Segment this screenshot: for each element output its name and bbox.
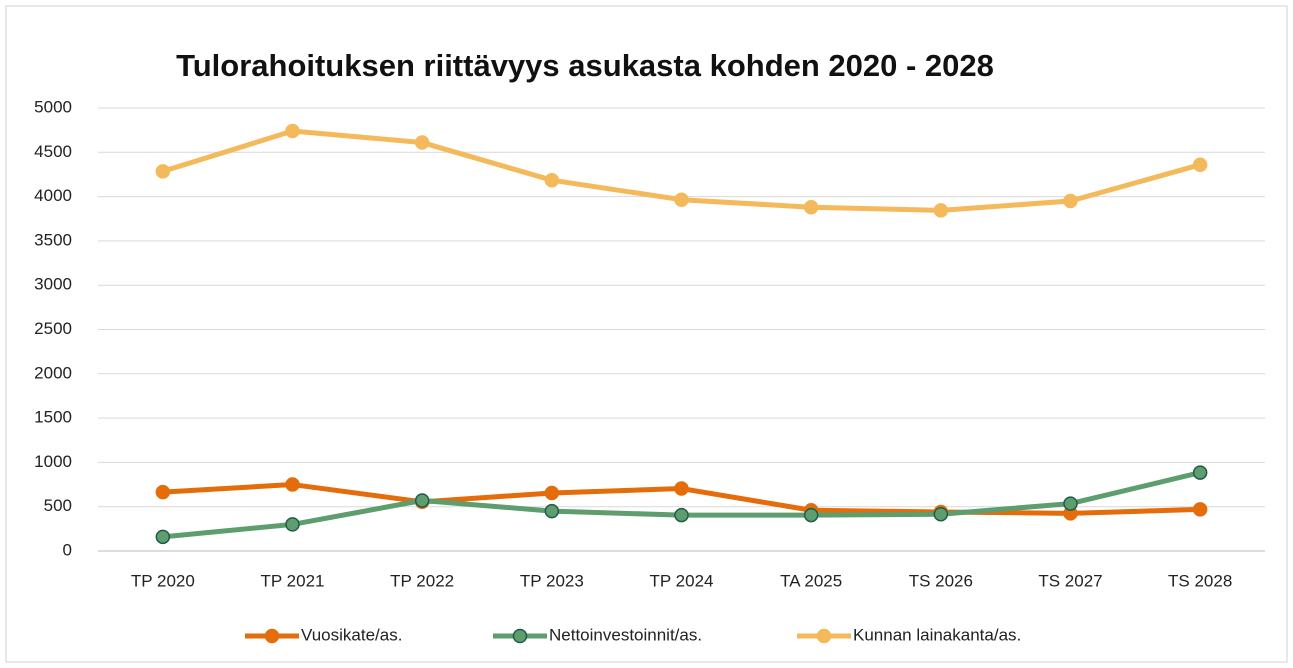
- data-point: [285, 477, 300, 492]
- data-point: [285, 517, 300, 532]
- legend-label: Nettoinvestoinnit/as.: [549, 625, 702, 644]
- legend-label: Vuosikate/as.: [301, 625, 402, 644]
- y-tick-label: 3500: [34, 230, 72, 249]
- legend-label: Kunnan lainakanta/as.: [853, 625, 1021, 644]
- y-tick-label: 1000: [34, 452, 72, 471]
- x-tick-label: TP 2021: [261, 571, 325, 590]
- data-point: [803, 507, 819, 523]
- data-point: [933, 203, 949, 218]
- y-tick-label: 3000: [34, 275, 72, 294]
- data-point: [1063, 496, 1078, 511]
- data-point: [155, 164, 171, 179]
- x-tick-label: TS 2028: [1168, 571, 1232, 590]
- data-point: [285, 123, 300, 139]
- y-tick-label: 500: [44, 496, 72, 515]
- y-tick-label: 1500: [34, 408, 72, 427]
- data-point: [674, 192, 689, 207]
- data-point: [933, 506, 949, 522]
- data-point: [1192, 502, 1208, 517]
- data-point: [1192, 465, 1208, 480]
- x-tick-label: TP 2023: [520, 571, 584, 590]
- y-tick-label: 5000: [34, 97, 72, 116]
- y-tick-label: 2500: [34, 319, 72, 338]
- data-point: [155, 529, 171, 545]
- legend-marker: [512, 628, 528, 644]
- x-tick-label: TP 2024: [650, 571, 714, 590]
- chart-title: Tulorahoituksen riittävyys asukasta kohd…: [176, 48, 994, 83]
- y-tick-label: 0: [63, 540, 72, 559]
- y-tick-label: 4500: [34, 142, 72, 161]
- data-point: [803, 199, 819, 215]
- y-tick-label: 2000: [34, 363, 72, 382]
- data-point: [414, 493, 430, 508]
- data-point: [674, 481, 689, 496]
- data-point: [544, 172, 560, 188]
- x-tick-label: TS 2026: [909, 571, 973, 590]
- data-point: [1192, 157, 1208, 172]
- data-point: [414, 135, 430, 150]
- x-tick-label: TP 2020: [131, 571, 195, 590]
- y-tick-label: 4000: [34, 186, 72, 205]
- x-tick-label: TS 2027: [1038, 571, 1102, 590]
- x-tick-label: TP 2022: [390, 571, 454, 590]
- data-point: [155, 484, 171, 500]
- legend-marker: [264, 628, 280, 644]
- data-point: [674, 507, 689, 523]
- data-point: [1063, 193, 1078, 209]
- data-point: [544, 485, 560, 501]
- data-point: [544, 503, 560, 519]
- x-tick-label: TA 2025: [780, 571, 842, 590]
- legend-marker: [816, 628, 832, 644]
- chart-border: [5, 5, 1288, 663]
